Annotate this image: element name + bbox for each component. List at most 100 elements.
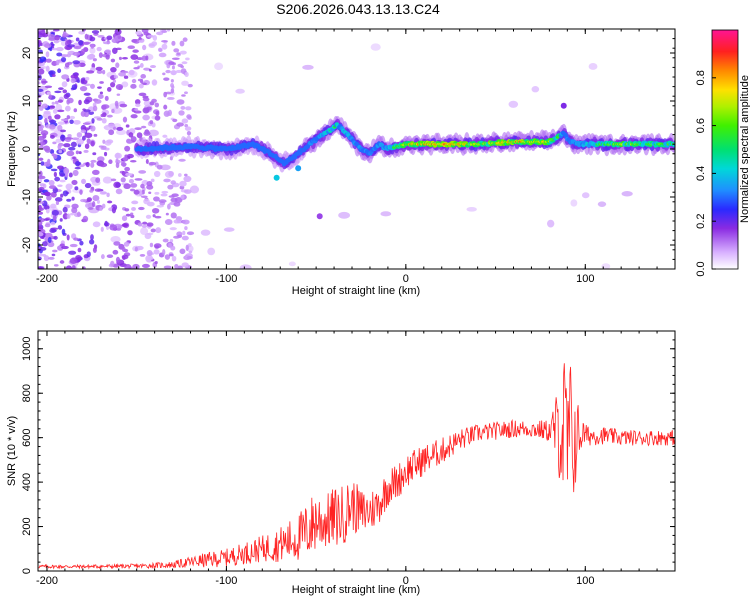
spectrogram-cell [184,126,192,131]
y-tick-label: 1000 [21,337,33,361]
spectrogram-cell [148,161,157,166]
y-tick-label: 200 [21,517,33,535]
y-tick-label: 0 [21,146,33,152]
spectrogram-cell [102,41,111,45]
spectrogram-cell [181,61,188,65]
spectrogram-cell [66,198,72,202]
spectrogram-cell [176,99,185,105]
spectrogram-cell [112,47,118,54]
spectrogram-cell [68,172,73,178]
spectrogram-cell [151,79,158,86]
spectrogram-cell [104,95,109,101]
spectrogram-cell [154,191,160,195]
spectrogram-cell [71,203,79,209]
spectrogram-cell [113,75,119,79]
spectrogram-cell [39,59,45,63]
spectrogram-cell [182,37,188,42]
spectrogram-cell [69,257,78,264]
spectrogram-cell [115,158,119,163]
spectrogram-cell [185,244,189,251]
y-tick-label: 20 [21,47,33,59]
spectrogram-cell [170,245,176,251]
spectrogram-cell [83,99,90,105]
spectrogram-cell [41,80,48,84]
spectrogram-cell [79,240,84,246]
spectrogram-cell [38,128,41,134]
spectrogram-cell [178,173,182,177]
spectrogram-cell [164,254,171,260]
spectrogram-cell [112,249,119,255]
spectrogram-cell [153,243,162,249]
spectrogram-cell [53,235,58,240]
spectrogram-cell [173,201,181,207]
spectrogram-cell [122,116,128,123]
spectrogram-cell [92,152,97,156]
spectrogram-cell [58,87,64,90]
spectrogram-cell [44,85,53,89]
spectrogram-cell [560,102,567,109]
spectrogram-cell [52,141,57,145]
spectrogram-cell [53,171,57,178]
spectrogram-cell [130,114,138,119]
spectrogram-cell [111,108,115,114]
spectrogram-cell [115,182,121,188]
spectrogram-cell [65,183,73,190]
spectrogram-cell [59,173,66,177]
spectrogram-cell [214,62,224,71]
spectrogram-cell [168,170,174,177]
spectrogram-cell [113,241,121,246]
spectrogram-cell [60,193,64,198]
spectrogram-cell [76,138,84,145]
spectrogram-cell [185,106,192,111]
spectrogram-cell [64,62,70,68]
spectrogram-cell [81,135,86,141]
spectrogram-cell [60,129,67,133]
spectrogram-cell [54,100,59,105]
spectrogram-cell [141,224,148,228]
spectrogram-cell [158,52,167,58]
spectrogram-cell [135,30,142,36]
spectrogram-cell [164,219,173,226]
spectrogram-cell [172,118,178,123]
spectrogram-cell [54,90,62,94]
spectrogram-cell [45,51,50,58]
spectrogram-cell [73,237,79,241]
spectrogram-cell [72,60,81,65]
spectrogram-cell [38,256,42,261]
spectrogram-cell [162,72,166,76]
spectrogram-cell [57,68,62,74]
spectrogram-cell [142,97,150,102]
spectrogram-cell [38,220,43,226]
spectrogram-cell [62,30,67,36]
spectrogram-cell [108,123,116,128]
spectrogram-cell [45,65,50,72]
colorbar-tick-label: 0.2 [695,214,707,229]
spectrogram-cell [131,78,137,84]
spectrogram-cell [581,192,590,199]
spectrogram-cell [49,119,57,124]
spectrogram-cell [106,87,112,92]
spectrogram-cell [48,179,55,186]
spectrogram-cell [92,169,100,176]
spectrogram-cell [127,230,133,236]
spectrogram-cell [69,243,78,248]
spectrogram-cell [207,247,216,256]
spectrogram-cell [99,162,108,168]
spectrogram-cell [81,178,87,185]
spectrogram-cell [60,56,67,63]
spectrogram-cell [102,176,113,184]
spectrogram-cell [158,199,167,203]
spectrogram-cell [178,110,185,116]
spectrogram-cell [133,60,140,64]
spectrogram-cell [39,246,47,251]
spectrogram-cell [140,74,147,79]
spectrogram-cell [92,221,101,228]
spectrogram-cell [181,80,189,86]
spectrogram-cell [68,146,76,151]
spectrogram-cell [67,44,75,48]
spectrogram-cell [171,65,175,70]
